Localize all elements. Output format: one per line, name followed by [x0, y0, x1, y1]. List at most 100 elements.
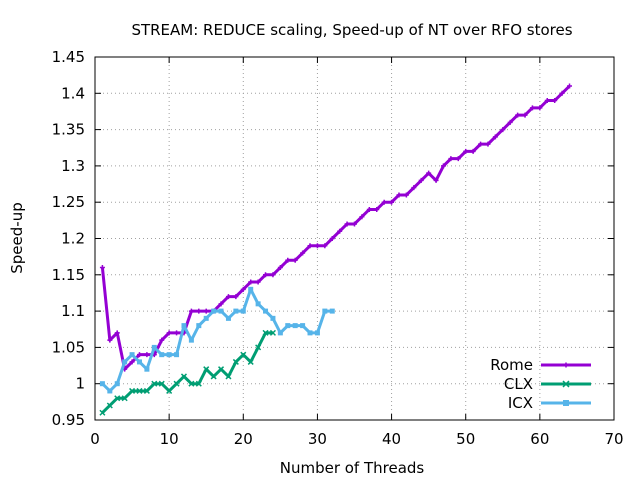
data-point — [136, 359, 142, 365]
data-point — [448, 156, 454, 162]
data-point — [255, 344, 262, 351]
data-point — [225, 315, 231, 321]
data-point — [151, 380, 158, 387]
data-point — [285, 323, 291, 329]
data-point — [344, 221, 350, 227]
data-point — [485, 141, 491, 147]
data-point — [195, 380, 202, 387]
data-point — [255, 279, 261, 285]
y-tick-label: 1.1 — [61, 302, 85, 320]
data-point — [188, 308, 194, 314]
data-point — [129, 387, 136, 394]
data-point — [218, 301, 224, 307]
data-point — [537, 105, 543, 111]
data-point — [270, 315, 276, 321]
data-point — [559, 90, 565, 96]
data-point — [269, 329, 276, 336]
series-line — [101, 331, 273, 414]
x-tick-label: 10 — [160, 430, 179, 448]
data-point — [174, 330, 180, 336]
data-point — [188, 337, 194, 343]
data-point — [218, 366, 225, 373]
data-point — [203, 366, 210, 373]
data-point — [225, 373, 232, 380]
data-point — [188, 380, 195, 387]
data-point — [210, 373, 217, 380]
data-point — [247, 358, 254, 365]
data-point — [106, 402, 113, 409]
data-point — [159, 337, 165, 343]
series-clx — [99, 329, 276, 416]
data-point — [322, 308, 328, 314]
data-point — [129, 352, 135, 358]
data-point — [396, 192, 402, 198]
data-point — [233, 294, 239, 300]
data-point — [99, 409, 106, 416]
data-point — [285, 257, 291, 263]
x-axis-label: Number of Threads — [280, 459, 425, 477]
data-point — [366, 206, 372, 212]
data-point — [307, 330, 313, 336]
data-point — [255, 301, 261, 307]
data-point — [99, 265, 105, 271]
data-point — [470, 148, 476, 154]
data-point — [99, 381, 105, 387]
data-point — [181, 323, 187, 329]
data-point — [270, 272, 276, 278]
series-icx — [99, 286, 335, 394]
data-point — [203, 315, 209, 321]
data-point — [389, 199, 395, 205]
data-point — [240, 286, 246, 292]
chart-title: STREAM: REDUCE scaling, Speed-up of NT o… — [131, 21, 572, 39]
data-point — [107, 388, 113, 394]
y-tick-label: 0.95 — [52, 411, 85, 429]
data-point — [158, 380, 165, 387]
data-point — [144, 352, 150, 358]
legend-marker — [563, 362, 569, 368]
data-point — [314, 243, 320, 249]
plot-border — [94, 56, 615, 421]
data-point — [292, 257, 298, 263]
data-point — [151, 344, 157, 350]
data-point — [262, 329, 269, 336]
data-point — [515, 112, 521, 118]
y-tick-label: 1.15 — [52, 266, 85, 284]
x-tick-label: 70 — [604, 430, 623, 448]
data-point — [567, 83, 573, 89]
series-line — [101, 287, 333, 393]
legend-label: ICX — [508, 394, 533, 412]
data-point — [455, 156, 461, 162]
data-point — [144, 366, 150, 372]
data-point — [166, 352, 172, 358]
data-point — [136, 387, 143, 394]
legend-marker — [562, 380, 570, 388]
x-tick-label: 60 — [530, 430, 549, 448]
data-point — [522, 112, 528, 118]
x-tick-label: 0 — [90, 430, 100, 448]
y-axis-label: Speed-up — [8, 202, 26, 273]
data-point — [292, 323, 298, 329]
data-point — [240, 351, 247, 358]
data-point — [359, 214, 365, 220]
data-point — [211, 308, 217, 314]
legend-label: CLX — [504, 375, 533, 393]
data-point — [411, 185, 417, 191]
data-point — [418, 177, 424, 183]
data-point — [233, 308, 239, 314]
data-point — [248, 286, 254, 292]
x-tick-label: 50 — [456, 430, 475, 448]
data-point — [478, 141, 484, 147]
data-point — [322, 243, 328, 249]
data-point — [143, 387, 150, 394]
data-point — [129, 359, 135, 365]
data-point — [337, 228, 343, 234]
data-point — [107, 337, 113, 343]
y-tick-label: 1.3 — [61, 157, 85, 175]
data-point — [240, 308, 246, 314]
data-point — [180, 373, 188, 380]
x-tick-label: 30 — [308, 430, 327, 448]
data-point — [203, 308, 209, 314]
data-point — [114, 330, 120, 336]
